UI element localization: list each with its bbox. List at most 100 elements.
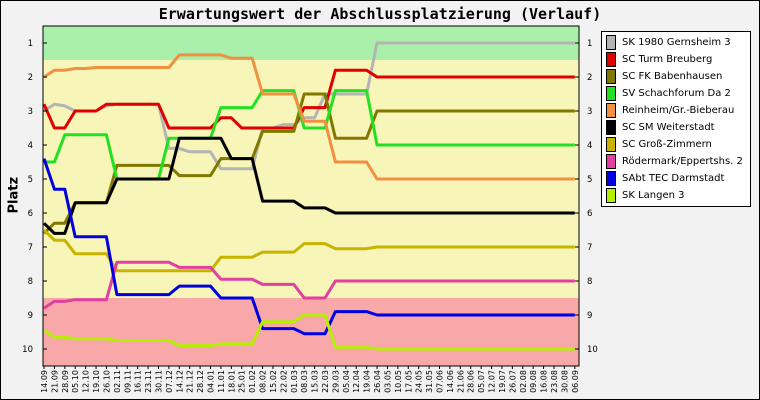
plot-border [42,25,580,367]
x-tick-label: 29.03 [331,370,340,393]
x-tick-label: 11.01 [217,370,226,393]
x-tick-label: 12.04 [352,370,361,393]
y-tick-label-left: 7 [28,243,33,253]
y-tick-label-right: 1 [587,39,592,49]
series-line-2 [42,68,575,130]
x-tick-label: 21.12 [186,370,195,393]
legend-swatch [606,69,616,84]
x-tick-label: 22.03 [321,370,330,393]
legend-swatch [606,86,616,101]
x-tick-label: 24.05 [415,370,424,393]
y-tick-label-right: 5 [587,175,592,185]
x-tick-label: 07.06 [435,370,444,393]
series-line-7 [42,228,575,273]
x-tick-label: 23.08 [550,370,559,393]
legend-item: SC FK Babenhausen [606,68,750,85]
legend-item: SK Langen 3 [606,187,750,204]
legend-label: SK Langen 3 [622,190,685,201]
x-tick-label: 15.03 [311,370,320,393]
legend-label: Rödermark/Eppertshs. 2 [622,156,743,167]
legend-swatch [606,52,616,67]
x-tick-label: 09.11 [123,370,132,393]
chart-title: Erwartungswert der Abschlussplatzierung … [158,5,602,23]
legend-item: SK 1980 Gernsheim 3 [606,34,750,51]
legend-item: SC Groß-Zimmern [606,136,750,153]
series-line-5 [43,53,575,181]
y-tick-label-left: 10 [22,345,33,355]
x-tick-label: 28.12 [196,370,205,393]
x-tick-label: 14.09 [40,370,49,393]
x-tick-label: 04.01 [207,370,216,393]
y-tick-label-right: 3 [587,107,592,117]
legend-label: SC Turm Breuberg [622,54,713,65]
legend-item: SV Schachforum Da 2 [606,85,750,102]
x-tick-label: 05.04 [342,370,351,393]
x-tick-label: 02.11 [113,370,122,393]
legend-label: SC FK Babenhausen [622,71,723,82]
legend-swatch [606,120,616,135]
x-tick-label: 28.06 [467,370,476,393]
x-tick-label: 19.07 [498,370,507,393]
legend-item: Reinheim/Gr.-Bieberau [606,102,750,119]
x-tick-label: 09.08 [529,370,538,393]
y-tick-label-right: 8 [587,277,592,287]
legend-item: SAbt TEC Darmstadt [606,170,750,187]
x-tick-label: 05.10 [71,370,80,393]
x-tick-label: 02.08 [519,370,528,393]
legend-label: Reinheim/Gr.-Bieberau [622,105,735,116]
legend-swatch [606,154,616,169]
series-line-10 [43,313,575,351]
x-tick-label: 17.05 [404,370,413,393]
x-tick-label: 08.02 [259,370,268,393]
x-tick-label: 12.10 [82,370,91,393]
x-tick-label: 28.09 [61,370,70,393]
x-tick-label: 26.10 [102,370,111,393]
series-line-9 [42,158,575,336]
legend-swatch [606,35,616,50]
series-line-3 [42,92,575,235]
y-tick-label-left: 8 [28,277,33,287]
y-tick-label-left: 3 [28,107,33,117]
y-tick-label-left: 4 [28,141,33,151]
legend-label: SV Schachforum Da 2 [622,88,731,99]
x-tick-label: 30.08 [560,370,569,393]
x-tick-label: 01.02 [248,370,257,393]
x-tick-label: 16.11 [134,370,143,393]
legend-label: SC Groß-Zimmern [622,139,712,150]
series-line-6 [42,136,575,235]
legend-swatch [606,137,616,152]
x-tick-label: 26.07 [508,370,517,393]
legend-swatch [606,103,616,118]
x-tick-label: 22.02 [279,370,288,393]
x-tick-label: 21.09 [50,370,59,393]
x-tick-label: 03.05 [383,370,392,393]
x-tick-label: 25.01 [238,370,247,393]
x-tick-label: 19.10 [92,370,101,393]
legend-label: SC SM Weiterstadt [622,122,715,133]
legend: SK 1980 Gernsheim 3 SC Turm Breuberg SC FK… [601,31,751,207]
x-tick-label: 14.12 [175,370,184,393]
x-tick-label: 01.03 [290,370,299,393]
y-tick-label-left: 6 [28,209,33,219]
y-tick-label-left: 1 [28,39,33,49]
y-tick-label-left: 2 [28,73,33,83]
y-tick-label-left: 5 [28,175,33,185]
legend-swatch [606,171,616,186]
x-tick-label: 23.11 [144,370,153,393]
x-tick-label: 16.08 [540,370,549,393]
y-tick-label-right: 10 [587,345,598,355]
x-tick-label: 14.06 [446,370,455,393]
y-tick-label-right: 6 [587,209,592,219]
series-line-8 [43,260,575,310]
x-tick-label: 12.07 [488,370,497,393]
legend-label: SK 1980 Gernsheim 3 [622,37,731,48]
x-tick-label: 05.07 [477,370,486,393]
x-tick-label: 21.06 [456,370,465,393]
x-tick-label: 19.04 [363,370,372,393]
x-tick-label: 10.05 [394,370,403,393]
legend-item: SC Turm Breuberg [606,51,750,68]
x-tick-label: 31.05 [425,370,434,393]
legend-label: SAbt TEC Darmstadt [622,173,725,184]
